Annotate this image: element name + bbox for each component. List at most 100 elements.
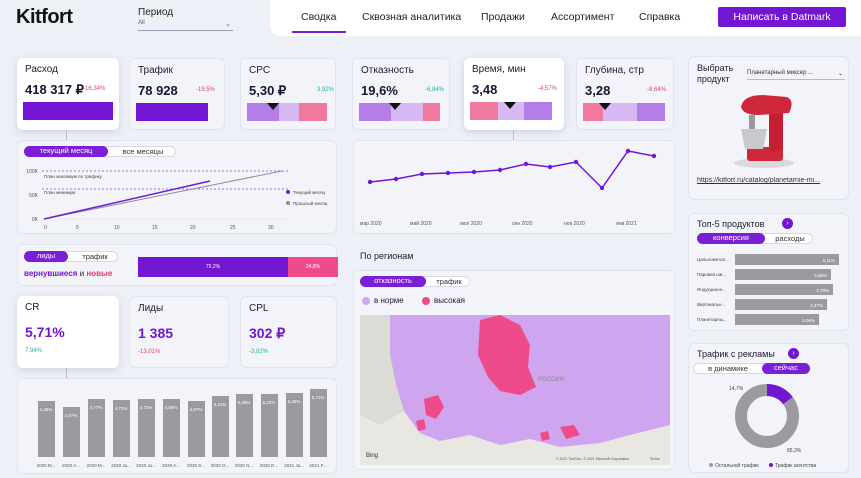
kpi-value: 5,71% [25, 324, 65, 340]
x-tick: 2020 A... [62, 463, 80, 468]
returning-label: вернувшиеся [24, 269, 78, 278]
legend-high-label: высокая [434, 296, 465, 305]
x-tick: янв 2021 [616, 221, 637, 227]
x-tick: 20 [190, 225, 196, 231]
cr-bar-chart-card: 4,35% 4,07% 4,77% 4,72% 4,73% 4,59% 4,57… [17, 378, 337, 474]
toggle-dynamics[interactable]: в динамике [708, 364, 748, 373]
month-toggle[interactable]: текущий месяц все месяцы [24, 146, 176, 157]
kpi-delta: -19,5% [196, 87, 216, 93]
bar-label: 4,77% [90, 405, 103, 410]
toggle-leads[interactable]: лиды [24, 251, 68, 262]
period-select[interactable]: All ⌄ [138, 20, 233, 31]
bar-label: 4,57% [190, 407, 203, 412]
toggle-bounce[interactable]: отказность [360, 276, 426, 287]
kpi-bar-low [637, 103, 665, 121]
bar-label: 5,39% [238, 400, 251, 405]
period-label: Период [138, 7, 174, 18]
legend-norm-dot [362, 297, 370, 305]
map-terms-link: Terms [650, 457, 660, 461]
new-bar: 24,8% [288, 257, 338, 277]
x-tick: 0 [44, 225, 47, 231]
kpi-bar-mid [279, 103, 299, 121]
kpi-value: 5,30 ₽ [249, 83, 287, 98]
kpi-card-cr[interactable]: CR 5,71% 7,94% [17, 296, 119, 368]
product-select[interactable]: Планетарный миксер ... ⌄ [747, 70, 845, 80]
kpi-card-cpl[interactable]: CPL 302 ₽ -3,82% [240, 296, 337, 368]
marker-triangle-icon [389, 103, 401, 110]
bar-label: 5,38% [288, 399, 301, 404]
x-tick: 2021 F... [309, 463, 326, 468]
donut-small-label: 14,7% [729, 386, 744, 392]
connector-line [66, 368, 67, 382]
product-value: Планетарный миксер ... [747, 70, 814, 76]
row-value: 4,78% [816, 288, 829, 293]
x-tick: 2020 D... [260, 463, 278, 468]
marker-triangle-icon [504, 102, 516, 109]
x-tick: сен 2020 [512, 221, 533, 227]
toggle-traffic[interactable]: трафик [82, 252, 108, 261]
kpi-title: Отказность [361, 65, 414, 76]
kpi-bar-high [470, 102, 498, 120]
top-nav: Сводка Сквозная аналитика Продажи Ассорт… [270, 0, 861, 36]
leads-toggle[interactable]: лиды трафик [24, 251, 118, 262]
kpi-card-bounce[interactable]: Отказность 19,6% -6,84% [352, 58, 450, 130]
y-tick-1: 50K [29, 193, 39, 199]
x-tick: 5 [76, 225, 79, 231]
toggle-all-months[interactable]: все месяцы [122, 147, 164, 156]
toggle-expense[interactable]: расходы [775, 234, 805, 243]
tab-assortiment[interactable]: Ассортимент [551, 11, 615, 23]
legend-other-traffic: Остальной трафик [715, 462, 759, 469]
product-link[interactable]: https://kitfort.ru/catalog/planetarnie-m… [697, 177, 820, 184]
toggle-now[interactable]: сейчас [762, 363, 810, 374]
top5-card: Топ-5 продуктов › конверсия расходы Цель… [688, 213, 849, 331]
kpi-card-leads[interactable]: Лиды 1 385 -13,01% [129, 296, 229, 368]
x-tick: 25 [230, 225, 236, 231]
toggle-current-month[interactable]: текущий месяц [24, 146, 108, 157]
arrow-right-icon[interactable]: › [782, 218, 793, 229]
write-to-datmark-button[interactable]: Написать в Datmark [718, 7, 846, 27]
kpi-value: 3,28 [585, 83, 611, 98]
toggle-traffic[interactable]: трафик [436, 277, 462, 286]
tab-skvoznaya-analitika[interactable]: Сквозная аналитика [362, 11, 462, 23]
kpi-value: 19,6% [361, 83, 398, 98]
tab-svodka[interactable]: Сводка [301, 11, 337, 23]
tab-prodazhi[interactable]: Продажи [481, 11, 525, 23]
kpi-bar [23, 102, 113, 120]
kpi-title: Лиды [138, 303, 164, 314]
ads-toggle[interactable]: в динамике сейчас [693, 363, 810, 374]
chevron-down-icon: ⌄ [225, 21, 231, 28]
kpi-card-time[interactable]: Время, мин 3,48 -4,57% [464, 58, 564, 130]
kpi-bar-high [299, 103, 327, 121]
legend-norm-label: в норме [374, 296, 404, 305]
tab-spravka[interactable]: Справка [639, 11, 681, 23]
period-value: All [138, 20, 145, 26]
kpi-bar-high [583, 103, 603, 121]
bar-label: 4,73% [140, 405, 153, 410]
ads-traffic-card: Трафик с рекламы › в динамике сейчас 14,… [688, 343, 849, 473]
bar-label: 4,72% [115, 406, 128, 411]
kpi-delta: -8,64% [647, 87, 667, 93]
top5-toggle[interactable]: конверсия расходы [697, 233, 813, 244]
marker-triangle-icon [267, 103, 279, 110]
row-value: 5,11% [823, 258, 835, 263]
kpi-card-traffic[interactable]: Трафик 78 928 -19,5% [129, 58, 225, 130]
regions-toggle[interactable]: отказность трафик [360, 276, 470, 287]
toggle-conversion[interactable]: конверсия [697, 233, 765, 244]
monthly-plan-chart-card: текущий месяц все месяцы 100K 50K 0K 0 5… [17, 140, 337, 234]
kpi-card-expense[interactable]: Расход 418 317 ₽ -16,34% [17, 58, 119, 130]
kpi-card-cpc[interactable]: CPC 5,30 ₽ 3,92% [240, 58, 336, 130]
y-tick-2: 0K [32, 217, 39, 223]
connector-line [513, 130, 514, 140]
kpi-delta: -16,34% [83, 86, 106, 92]
bar-label: 5,11% [214, 402, 226, 407]
returning-new-caption: вернувшиеся и новые [24, 269, 112, 278]
kpi-card-depth[interactable]: Глубина, стр 3,28 -8,64% [576, 58, 674, 130]
legend-high-dot [422, 297, 430, 305]
regions-map[interactable]: РОССИЯ Bing © 2021 TomTom, © 2021 Micros… [360, 315, 670, 465]
marker-triangle-icon [599, 103, 611, 110]
arrow-right-icon[interactable]: › [788, 348, 799, 359]
ads-title: Трафик с рекламы [697, 349, 775, 359]
logo: Kitfort [16, 6, 73, 28]
map-label-russia: РОССИЯ [538, 377, 564, 383]
bar-label: 4,59% [165, 405, 178, 410]
